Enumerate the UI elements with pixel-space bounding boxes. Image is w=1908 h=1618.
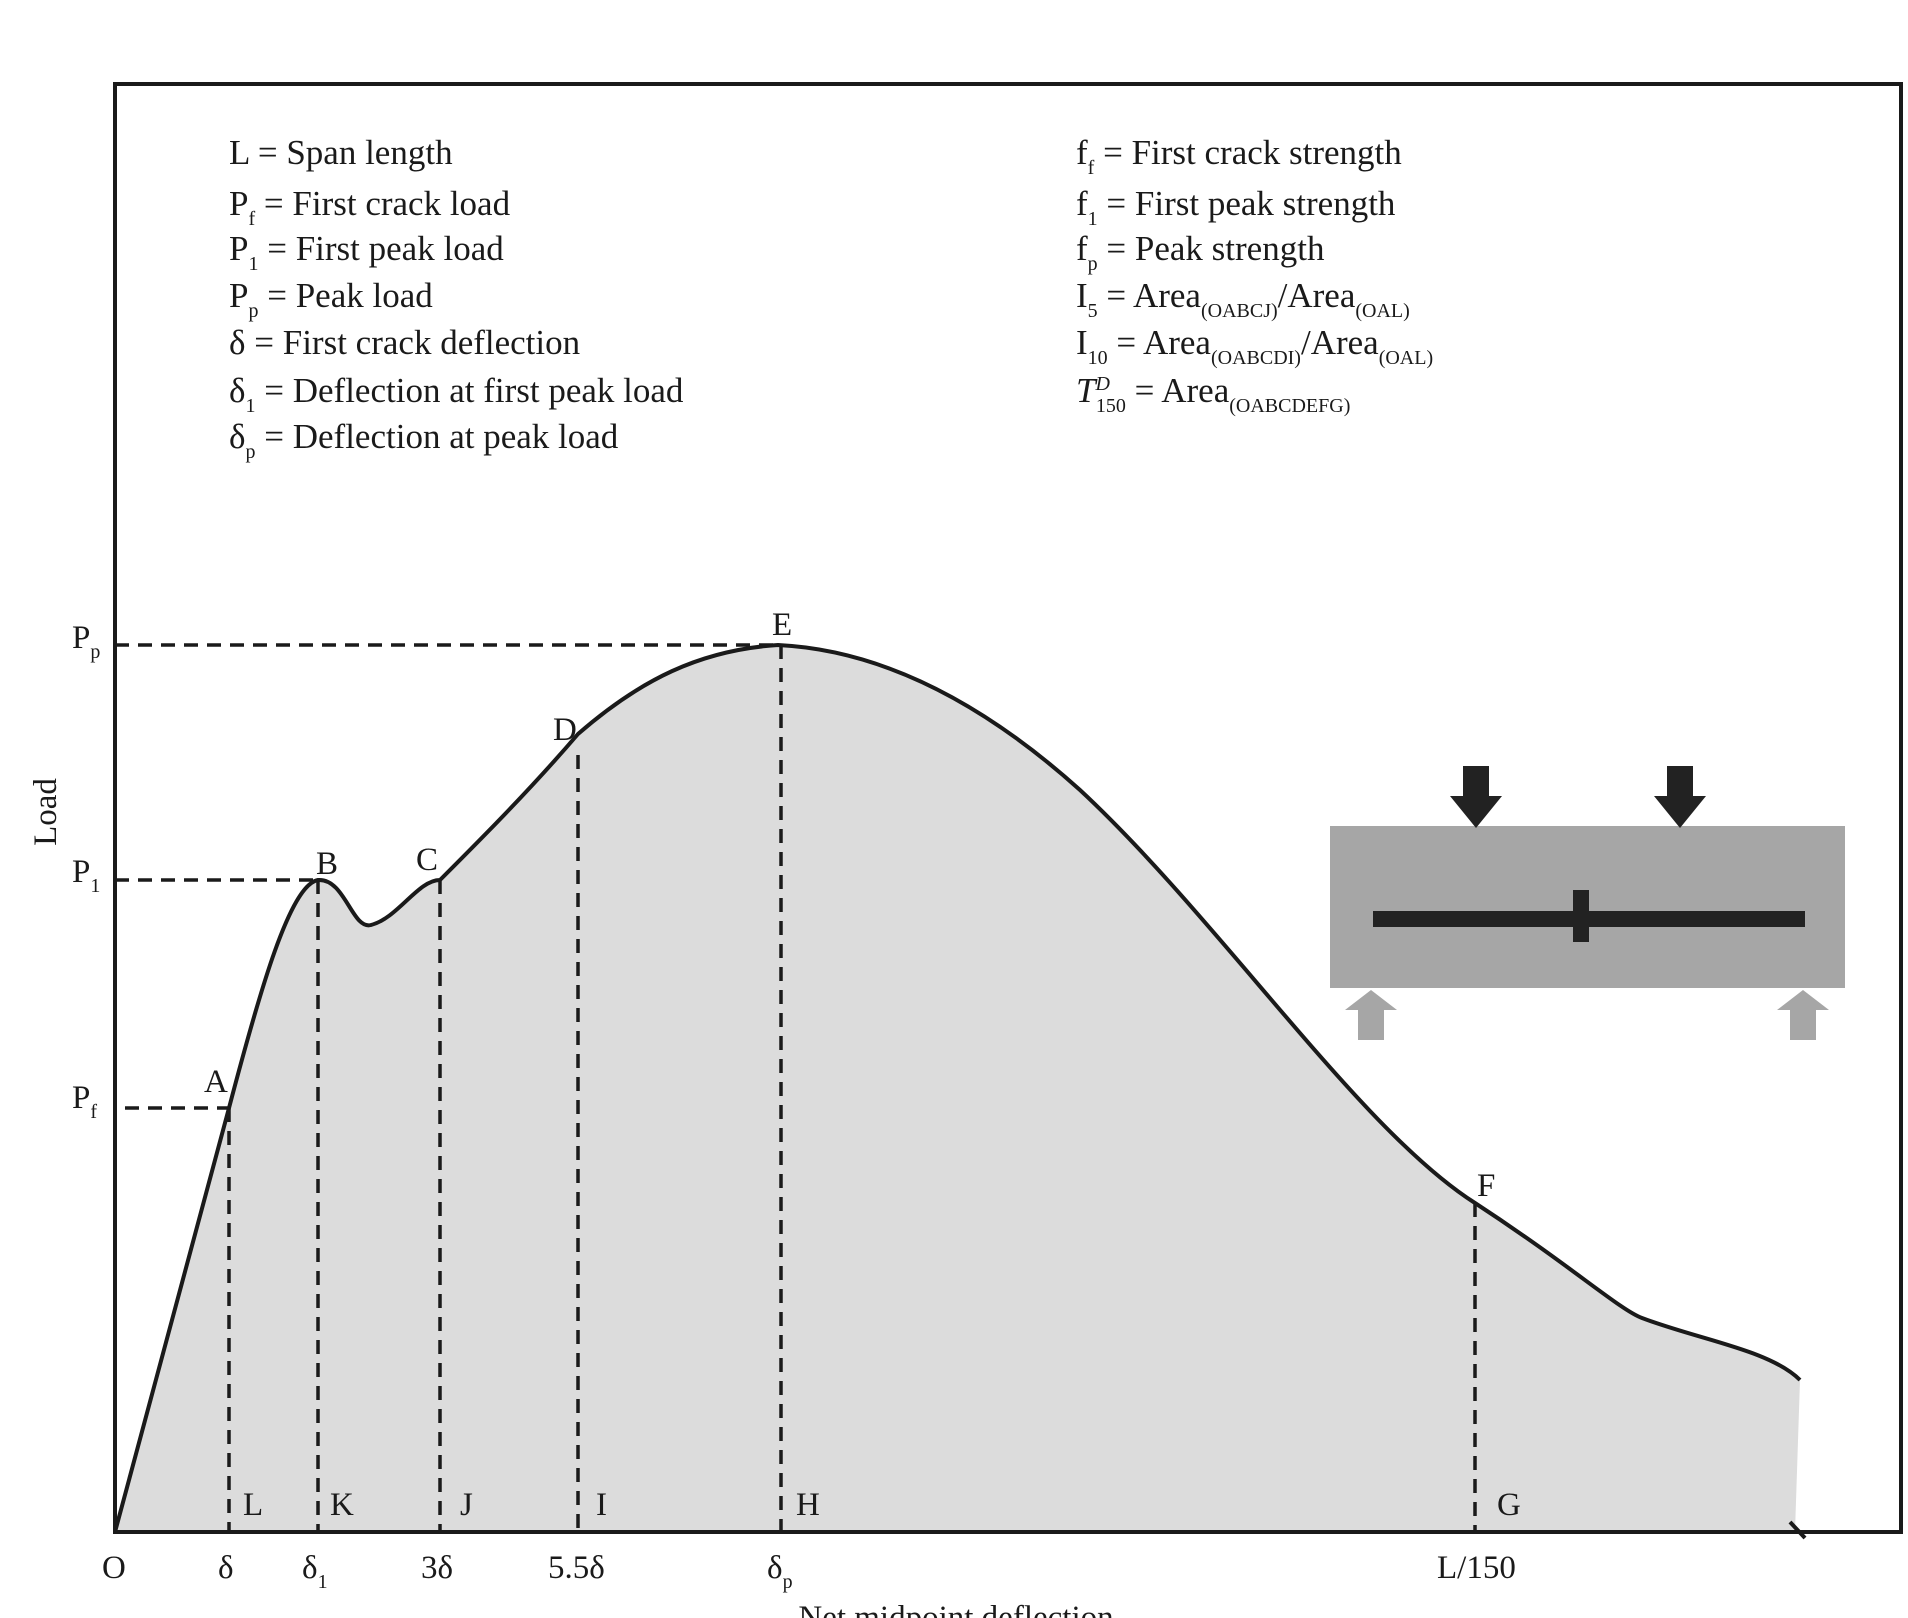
point-label-e: E — [772, 607, 792, 643]
x-tick-labels: O δ δ1 3δ 5.5δ δp L/150 — [102, 1550, 1516, 1593]
foot-label-h: H — [796, 1487, 820, 1523]
x-tick-delta: δ — [218, 1550, 234, 1586]
load-arrow-icon — [1450, 766, 1502, 828]
y-tick-labels: Pp P1 Pf — [72, 620, 100, 1123]
plot-frame — [113, 82, 1903, 1534]
foot-label-k: K — [330, 1487, 354, 1523]
legend-right-item: I10 = Area(OABCDI)/Area(OAL) — [1076, 323, 1433, 369]
area-under-curve — [115, 645, 1800, 1532]
legend-right-item: f1 = First peak strength — [1076, 184, 1396, 230]
curve-point-labels: A B C D E F — [204, 607, 1495, 1204]
y-axis-label: Load — [28, 778, 64, 846]
legend-peak-load: Pp = Peak load — [229, 276, 433, 322]
load-arrow-icon — [1654, 766, 1706, 828]
support-arrow-icon — [1777, 990, 1829, 1040]
legend-right-item: fp = Peak strength — [1076, 229, 1325, 275]
legend-right-item: I5 = Area(OABCJ)/Area(OAL) — [1076, 276, 1410, 322]
x-tick-deltap: δp — [767, 1550, 793, 1593]
x-tick-delta1: δ1 — [302, 1550, 328, 1593]
foot-label-j: J — [460, 1487, 473, 1523]
y-tick-p1: P1 — [72, 854, 100, 897]
horizontal-guides — [115, 643, 781, 1110]
foot-label-g: G — [1497, 1487, 1521, 1523]
y-tick-pf: Pf — [72, 1080, 97, 1123]
legend-span-length: L = Span length — [229, 133, 453, 172]
foot-label-l: L — [243, 1487, 263, 1523]
legend-first-peak-load: P1 = First peak load — [229, 229, 504, 275]
support-arrow-icon — [1345, 990, 1397, 1040]
point-label-c: C — [416, 842, 438, 878]
legend-first-crack-deflection: δ = First crack deflection — [229, 323, 580, 362]
point-label-a: A — [204, 1064, 228, 1100]
x-tick-3delta: 3δ — [421, 1550, 453, 1586]
legend-right: ff = First crack strength f1 = First peak… — [1076, 133, 1433, 417]
foot-point-labels: L K J I H G — [243, 1487, 1521, 1523]
point-label-b: B — [316, 846, 338, 882]
legend-right-item: ff = First crack strength — [1076, 133, 1402, 179]
beam-schematic — [1330, 766, 1845, 1040]
legend-first-crack-load: Pf = First crack load — [229, 184, 511, 230]
load-deflection-curve — [113, 642, 1802, 1533]
x-tick-o: O — [102, 1550, 126, 1586]
point-label-d: D — [553, 712, 577, 748]
point-label-f: F — [1477, 1168, 1495, 1204]
legend-deflection-first-peak: δ1 = Deflection at first peak load — [229, 371, 684, 417]
x-tick-5-5delta: 5.5δ — [548, 1550, 605, 1586]
legend-left: L = Span length Pf = First crack load P1… — [229, 133, 684, 463]
y-tick-pp: Pp — [72, 620, 100, 663]
vertical-guides — [227, 645, 1477, 1532]
curve-tail-mark — [1788, 1520, 1807, 1540]
x-axis-label: Net midpoint deflection — [798, 1600, 1113, 1618]
x-tick-l150: L/150 — [1437, 1550, 1516, 1586]
foot-label-i: I — [596, 1487, 607, 1523]
reinforcement-midpoint-mark — [1573, 890, 1589, 942]
legend-right-item: TD 150 = Area(OABCDEFG) — [1076, 371, 1350, 417]
legend-deflection-peak: δp = Deflection at peak load — [229, 417, 619, 463]
